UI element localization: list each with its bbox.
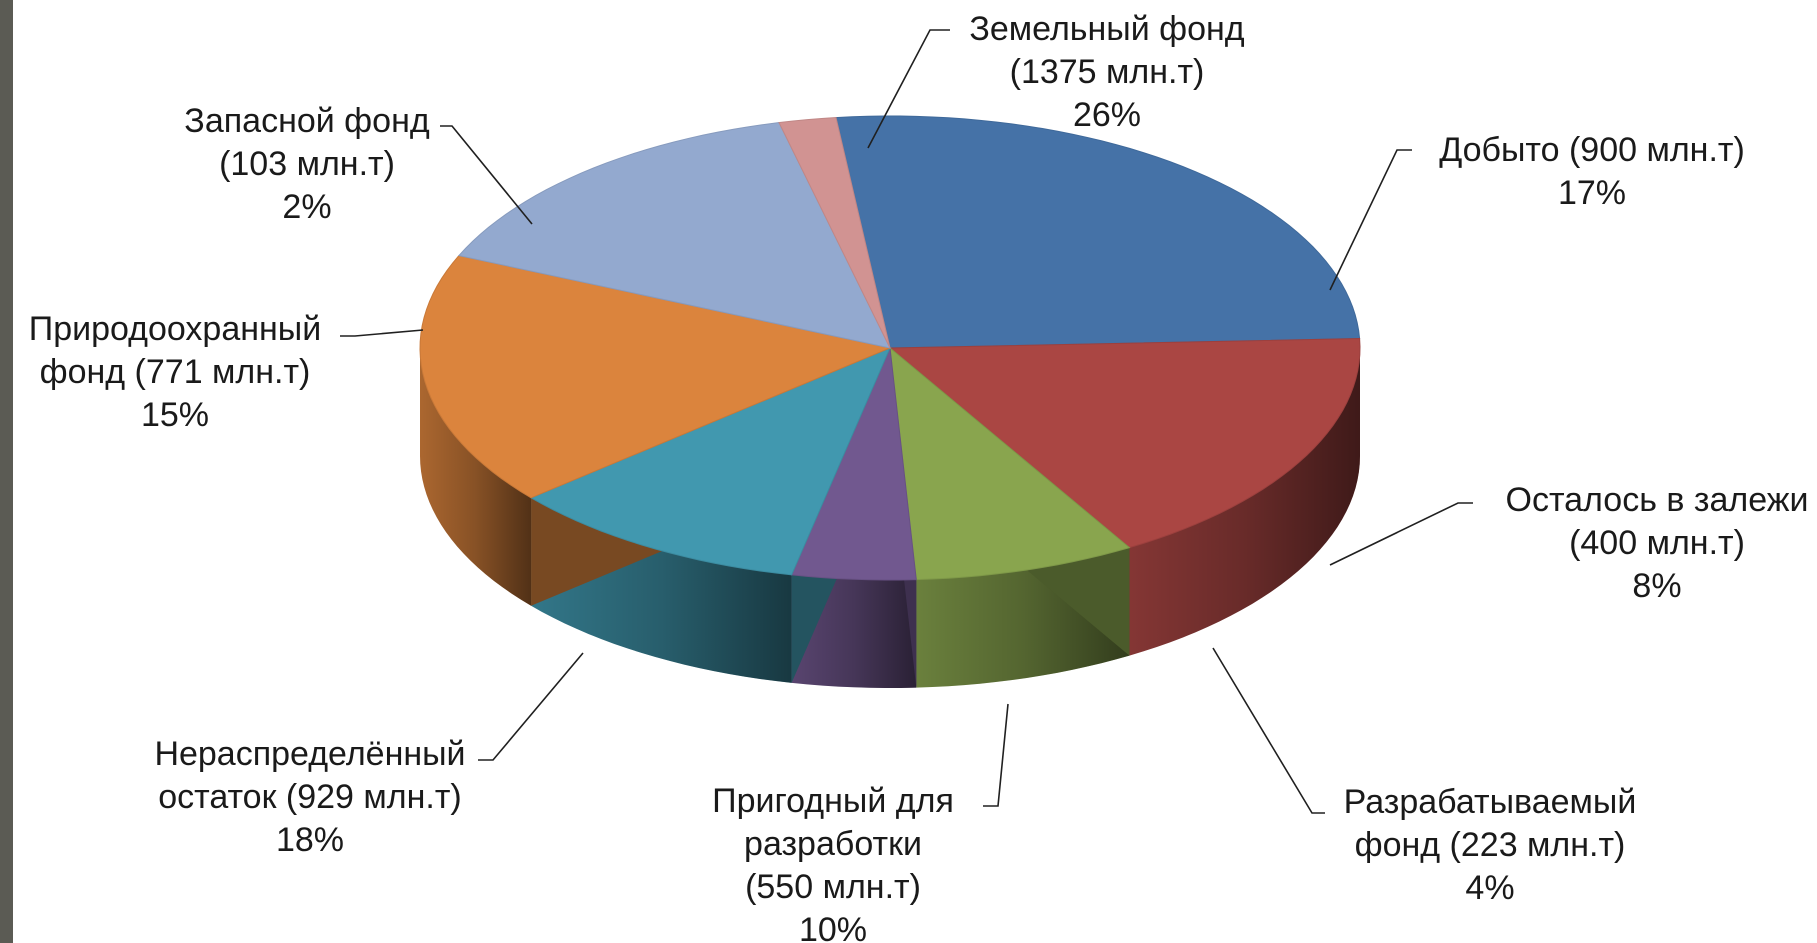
pie-slice-нераспределённый-остаток (419, 255, 892, 499)
pie-slice-природоохранный-фонд (457, 122, 891, 349)
data-label-line: (1375 млн.т) (1010, 53, 1205, 91)
pie-slice-добыто (888, 338, 1361, 549)
slide-frame-bar (0, 0, 13, 943)
leader-line-нераспределённый-остаток (478, 652, 584, 761)
leader-line-пригодный-для-разработки (983, 703, 1009, 807)
data-label-добыто: Добыто (900 млн.т) 17% (1439, 131, 1745, 212)
data-label-нераспределённый-остаток: Нераспределённый остаток (929 млн.т) 18% (154, 735, 465, 859)
pie-top-faces (419, 115, 1361, 581)
data-label-line: 18% (276, 821, 344, 859)
data-label-line: Запасной фонд (184, 102, 430, 140)
leader-line-добыто (1329, 149, 1412, 291)
data-label-разрабатываемый-фонд: Разрабатываемый фонд (223 млн.т) 4% (1344, 783, 1637, 907)
pie-slice-земельный-фонд (835, 115, 1361, 349)
data-label-осталось-в-залежи: Осталось в залежи (400 млн.т) 8% (1506, 481, 1809, 605)
data-label-line: Добыто (900 млн.т) (1439, 131, 1745, 169)
data-label-line: 8% (1632, 567, 1681, 605)
data-labels: Земельный фонд (1375 млн.т) 26% Добыто (900… (29, 10, 1809, 943)
leader-lines (340, 29, 1473, 814)
leader-line-разрабатываемый-фонд (1212, 647, 1325, 814)
data-label-line: Земельный фонд (969, 10, 1244, 48)
pie-slice-пригодный-для-разработки (529, 347, 891, 576)
data-label-пригодный-для-разработки: Пригодный для разработки (550 млн.т) 10% (712, 782, 954, 943)
data-label-line: 4% (1465, 869, 1514, 907)
pie-slice-осталось-в-залежи (889, 346, 1131, 581)
data-label-line: 17% (1558, 174, 1626, 212)
data-label-природоохранный-фонд: Природоохранный фонд (771 млн.т) 15% (29, 310, 322, 434)
data-label-line: Нераспределённый (154, 735, 465, 773)
data-label-line: Пригодный для (712, 782, 954, 820)
pie-slice-разрабатываемый-фонд (790, 346, 917, 581)
data-label-line: разработки (744, 825, 922, 863)
data-label-line: фонд (771 млн.т) (40, 353, 311, 391)
side-wall-shading (420, 348, 532, 606)
data-label-line: фонд (223 млн.т) (1355, 826, 1626, 864)
data-label-line: (400 млн.т) (1569, 524, 1745, 562)
pie-slice-запасной-фонд (778, 117, 891, 349)
leader-line-природоохранный-фонд (340, 329, 424, 337)
data-label-line: Осталось в залежи (1506, 481, 1809, 519)
data-label-line: 2% (282, 188, 331, 226)
data-label-земельный-фонд: Земельный фонд (1375 млн.т) 26% (969, 10, 1244, 134)
data-label-line: 10% (799, 911, 867, 943)
data-label-line: остаток (929 млн.т) (158, 778, 462, 816)
data-label-line: Природоохранный (29, 310, 322, 348)
data-label-line: 26% (1073, 96, 1141, 134)
data-label-line: Разрабатываемый (1344, 783, 1637, 821)
data-label-line: (103 млн.т) (219, 145, 395, 183)
leader-line-осталось-в-залежи (1329, 502, 1473, 566)
data-label-запасной-фонд: Запасной фонд (103 млн.т) 2% (184, 102, 430, 226)
side-wall-shading (1129, 348, 1360, 656)
leader-line-запасной-фонд (440, 125, 533, 225)
data-label-line: (550 млн.т) (745, 868, 921, 906)
data-label-line: 15% (141, 396, 209, 434)
leader-line-земельный-фонд (867, 29, 950, 149)
